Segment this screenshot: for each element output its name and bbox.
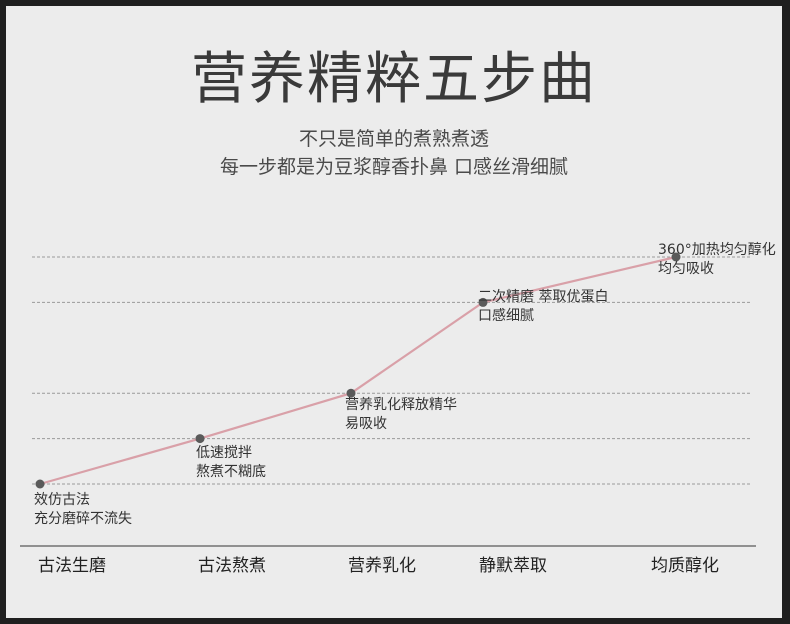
annotation-2-line-1: 低速搅拌	[196, 445, 252, 461]
annotation-5: 360°加热均匀醇化 均匀吸收	[658, 241, 776, 279]
annotation-3: 营养乳化释放精华 易吸收	[345, 396, 457, 434]
category-label-4: 静默萃取	[479, 556, 547, 576]
chart-panel: 营养精粹五步曲 不只是简单的煮熟煮透 每一步都是为豆浆醇香扑鼻 口感丝滑细腻 效…	[6, 6, 782, 618]
data-point-4	[478, 297, 488, 307]
data-point-1	[35, 479, 45, 489]
data-point-5	[671, 252, 681, 262]
annotation-5-line-2: 均匀吸收	[658, 261, 714, 277]
data-point-2	[195, 434, 205, 444]
category-label-3: 营养乳化	[348, 556, 416, 576]
subtitle-line-1: 不只是简单的煮熟煮透	[298, 128, 489, 150]
annotation-5-line-1: 360°加热均匀醇化	[658, 242, 776, 258]
line-chart	[20, 252, 756, 547]
annotation-1-line-1: 效仿古法	[34, 492, 90, 508]
annotation-3-line-1: 营养乳化释放精华	[345, 397, 457, 413]
annotation-4-line-1: 二次精磨 萃取优蛋白	[478, 289, 609, 305]
data-point-3	[346, 388, 356, 398]
page-title: 营养精粹五步曲	[191, 47, 597, 112]
subtitle-line-2: 每一步都是为豆浆醇香扑鼻 口感丝滑细腻	[219, 156, 569, 178]
annotation-1: 效仿古法 充分磨碎不流失	[34, 491, 132, 529]
annotation-2-line-2: 熬煮不糊底	[196, 464, 266, 480]
annotation-1-line-2: 充分磨碎不流失	[34, 511, 132, 527]
category-label-1: 古法生磨	[38, 556, 106, 576]
annotation-4: 二次精磨 萃取优蛋白 口感细腻	[478, 288, 608, 326]
annotation-2: 低速搅拌 熬煮不糊底	[196, 444, 266, 482]
category-label-5: 均质醇化	[651, 556, 719, 576]
annotation-4-line-2: 口感细腻	[478, 308, 534, 324]
annotation-3-line-2: 易吸收	[345, 416, 387, 432]
category-label-2: 古法熬煮	[198, 556, 266, 576]
